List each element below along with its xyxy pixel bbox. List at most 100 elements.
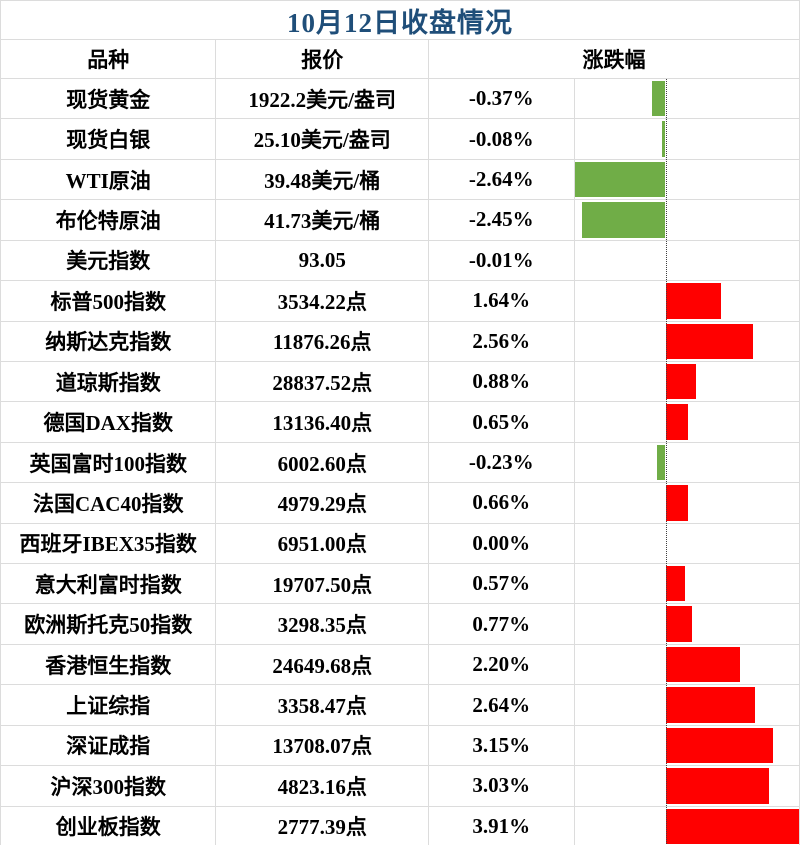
change-bar <box>665 606 692 642</box>
change-bar-cell <box>575 604 799 643</box>
table-row: 英国富时100指数 6002.60点 -0.23% <box>1 442 799 484</box>
quote-value: 3534.22点 <box>216 281 429 321</box>
quote-value: 11876.26点 <box>216 321 429 361</box>
quote-value: 25.10美元/盎司 <box>216 119 429 159</box>
change-bar-cell <box>575 362 799 401</box>
change-bar <box>665 768 769 804</box>
quote-value: 28837.52点 <box>216 361 429 402</box>
change-percent: -0.01% <box>429 240 575 281</box>
column-header-quote: 报价 <box>216 40 429 78</box>
table-row: 标普500指数 3534.22点 1.64% <box>1 281 799 322</box>
change-bar-cell <box>575 402 799 441</box>
instrument-name: 沪深300指数 <box>1 766 217 806</box>
instrument-name: 纳斯达克指数 <box>1 321 217 361</box>
change-percent: 0.88% <box>429 361 575 402</box>
instrument-name: 意大利富时指数 <box>1 564 217 604</box>
change-bar <box>665 687 756 723</box>
quote-value: 13708.07点 <box>216 725 429 766</box>
instrument-name: 香港恒生指数 <box>1 644 217 685</box>
quote-value: 4979.29点 <box>216 483 429 523</box>
change-percent: -0.23% <box>429 442 575 483</box>
table-row: 现货白银 25.10美元/盎司 -0.08% <box>1 119 799 160</box>
change-bar <box>665 323 753 359</box>
quote-value: 41.73美元/桶 <box>216 200 429 240</box>
table-row: 创业板指数 2777.39点 3.91% <box>1 806 799 845</box>
instrument-name: 欧洲斯托克50指数 <box>1 604 217 644</box>
zero-axis-line <box>666 79 667 845</box>
change-bar-cell <box>575 79 799 118</box>
change-percent: 2.64% <box>429 685 575 725</box>
table-header: 品种 报价 涨跌幅 <box>1 40 799 79</box>
table-row: 法国CAC40指数 4979.29点 0.66% <box>1 483 799 524</box>
change-bar <box>665 404 688 440</box>
quote-value: 93.05 <box>216 240 429 281</box>
instrument-name: 深证成指 <box>1 725 217 766</box>
instrument-name: 英国富时100指数 <box>1 442 217 483</box>
change-percent: 0.57% <box>429 564 575 604</box>
column-header-instrument: 品种 <box>1 40 217 78</box>
instrument-name: 现货白银 <box>1 119 217 159</box>
change-percent: 3.91% <box>429 806 575 845</box>
change-bar-cell <box>575 443 799 482</box>
change-bar <box>665 727 773 764</box>
table-row: 欧洲斯托克50指数 3298.35点 0.77% <box>1 604 799 645</box>
table-row: 纳斯达克指数 11876.26点 2.56% <box>1 321 799 362</box>
quote-value: 19707.50点 <box>216 564 429 604</box>
table-row: 上证综指 3358.47点 2.64% <box>1 685 799 726</box>
change-percent: -0.08% <box>429 119 575 159</box>
change-bar <box>575 161 665 198</box>
change-bar-cell <box>575 766 799 805</box>
change-bar <box>665 485 689 521</box>
change-bar-cell <box>575 483 799 522</box>
instrument-name: 创业板指数 <box>1 806 217 845</box>
instrument-name: 西班牙IBEX35指数 <box>1 523 217 564</box>
change-percent: 3.15% <box>429 725 575 766</box>
table-row: 深证成指 13708.07点 3.15% <box>1 725 799 767</box>
instrument-name: 德国DAX指数 <box>1 402 217 442</box>
change-bar-cell <box>575 200 799 239</box>
table-row: 美元指数 93.05 -0.01% <box>1 240 799 282</box>
change-bar <box>665 283 722 319</box>
change-bar <box>581 202 665 238</box>
instrument-name: 道琼斯指数 <box>1 361 217 402</box>
change-percent: 0.66% <box>429 483 575 523</box>
change-bar-cell <box>575 645 799 684</box>
quote-value: 6002.60点 <box>216 442 429 483</box>
table-row: 西班牙IBEX35指数 6951.00点 0.00% <box>1 523 799 565</box>
instrument-name: 美元指数 <box>1 240 217 281</box>
change-percent: 2.20% <box>429 644 575 685</box>
page-title: 10月12日收盘情况 <box>1 1 799 40</box>
change-bar-cell <box>575 281 799 320</box>
instrument-name: 法国CAC40指数 <box>1 483 217 523</box>
change-bar <box>665 646 741 683</box>
quote-value: 13136.40点 <box>216 402 429 442</box>
change-bar-cell <box>575 726 799 765</box>
change-bar <box>665 566 685 602</box>
change-bar <box>652 81 665 117</box>
table-row: 现货黄金 1922.2美元/盎司 -0.37% <box>1 79 799 120</box>
change-bar <box>665 363 696 400</box>
change-bar <box>665 808 799 845</box>
table-body: 现货黄金 1922.2美元/盎司 -0.37% 现货白银 25.10美元/盎司 … <box>1 79 799 845</box>
instrument-name: WTI原油 <box>1 159 217 200</box>
column-header-change: 涨跌幅 <box>582 48 646 72</box>
quote-value: 1922.2美元/盎司 <box>216 79 429 119</box>
table-row: WTI原油 39.48美元/桶 -2.64% <box>1 159 799 201</box>
quote-value: 4823.16点 <box>216 766 429 806</box>
change-bar-cell <box>575 685 799 724</box>
change-bar-cell <box>575 524 799 563</box>
change-bar-cell <box>575 241 799 280</box>
change-bar-cell <box>575 119 799 158</box>
instrument-name: 上证综指 <box>1 685 217 725</box>
change-bar-cell <box>575 807 799 845</box>
change-percent: 1.64% <box>429 281 575 321</box>
change-percent: 3.03% <box>429 766 575 806</box>
table-row: 布伦特原油 41.73美元/桶 -2.45% <box>1 200 799 241</box>
instrument-name: 现货黄金 <box>1 79 217 119</box>
instrument-name: 布伦特原油 <box>1 200 217 240</box>
change-percent: -0.37% <box>429 79 575 119</box>
table-row: 香港恒生指数 24649.68点 2.20% <box>1 644 799 686</box>
change-percent: 0.65% <box>429 402 575 442</box>
change-bar <box>662 121 665 157</box>
change-percent: -2.45% <box>429 200 575 240</box>
